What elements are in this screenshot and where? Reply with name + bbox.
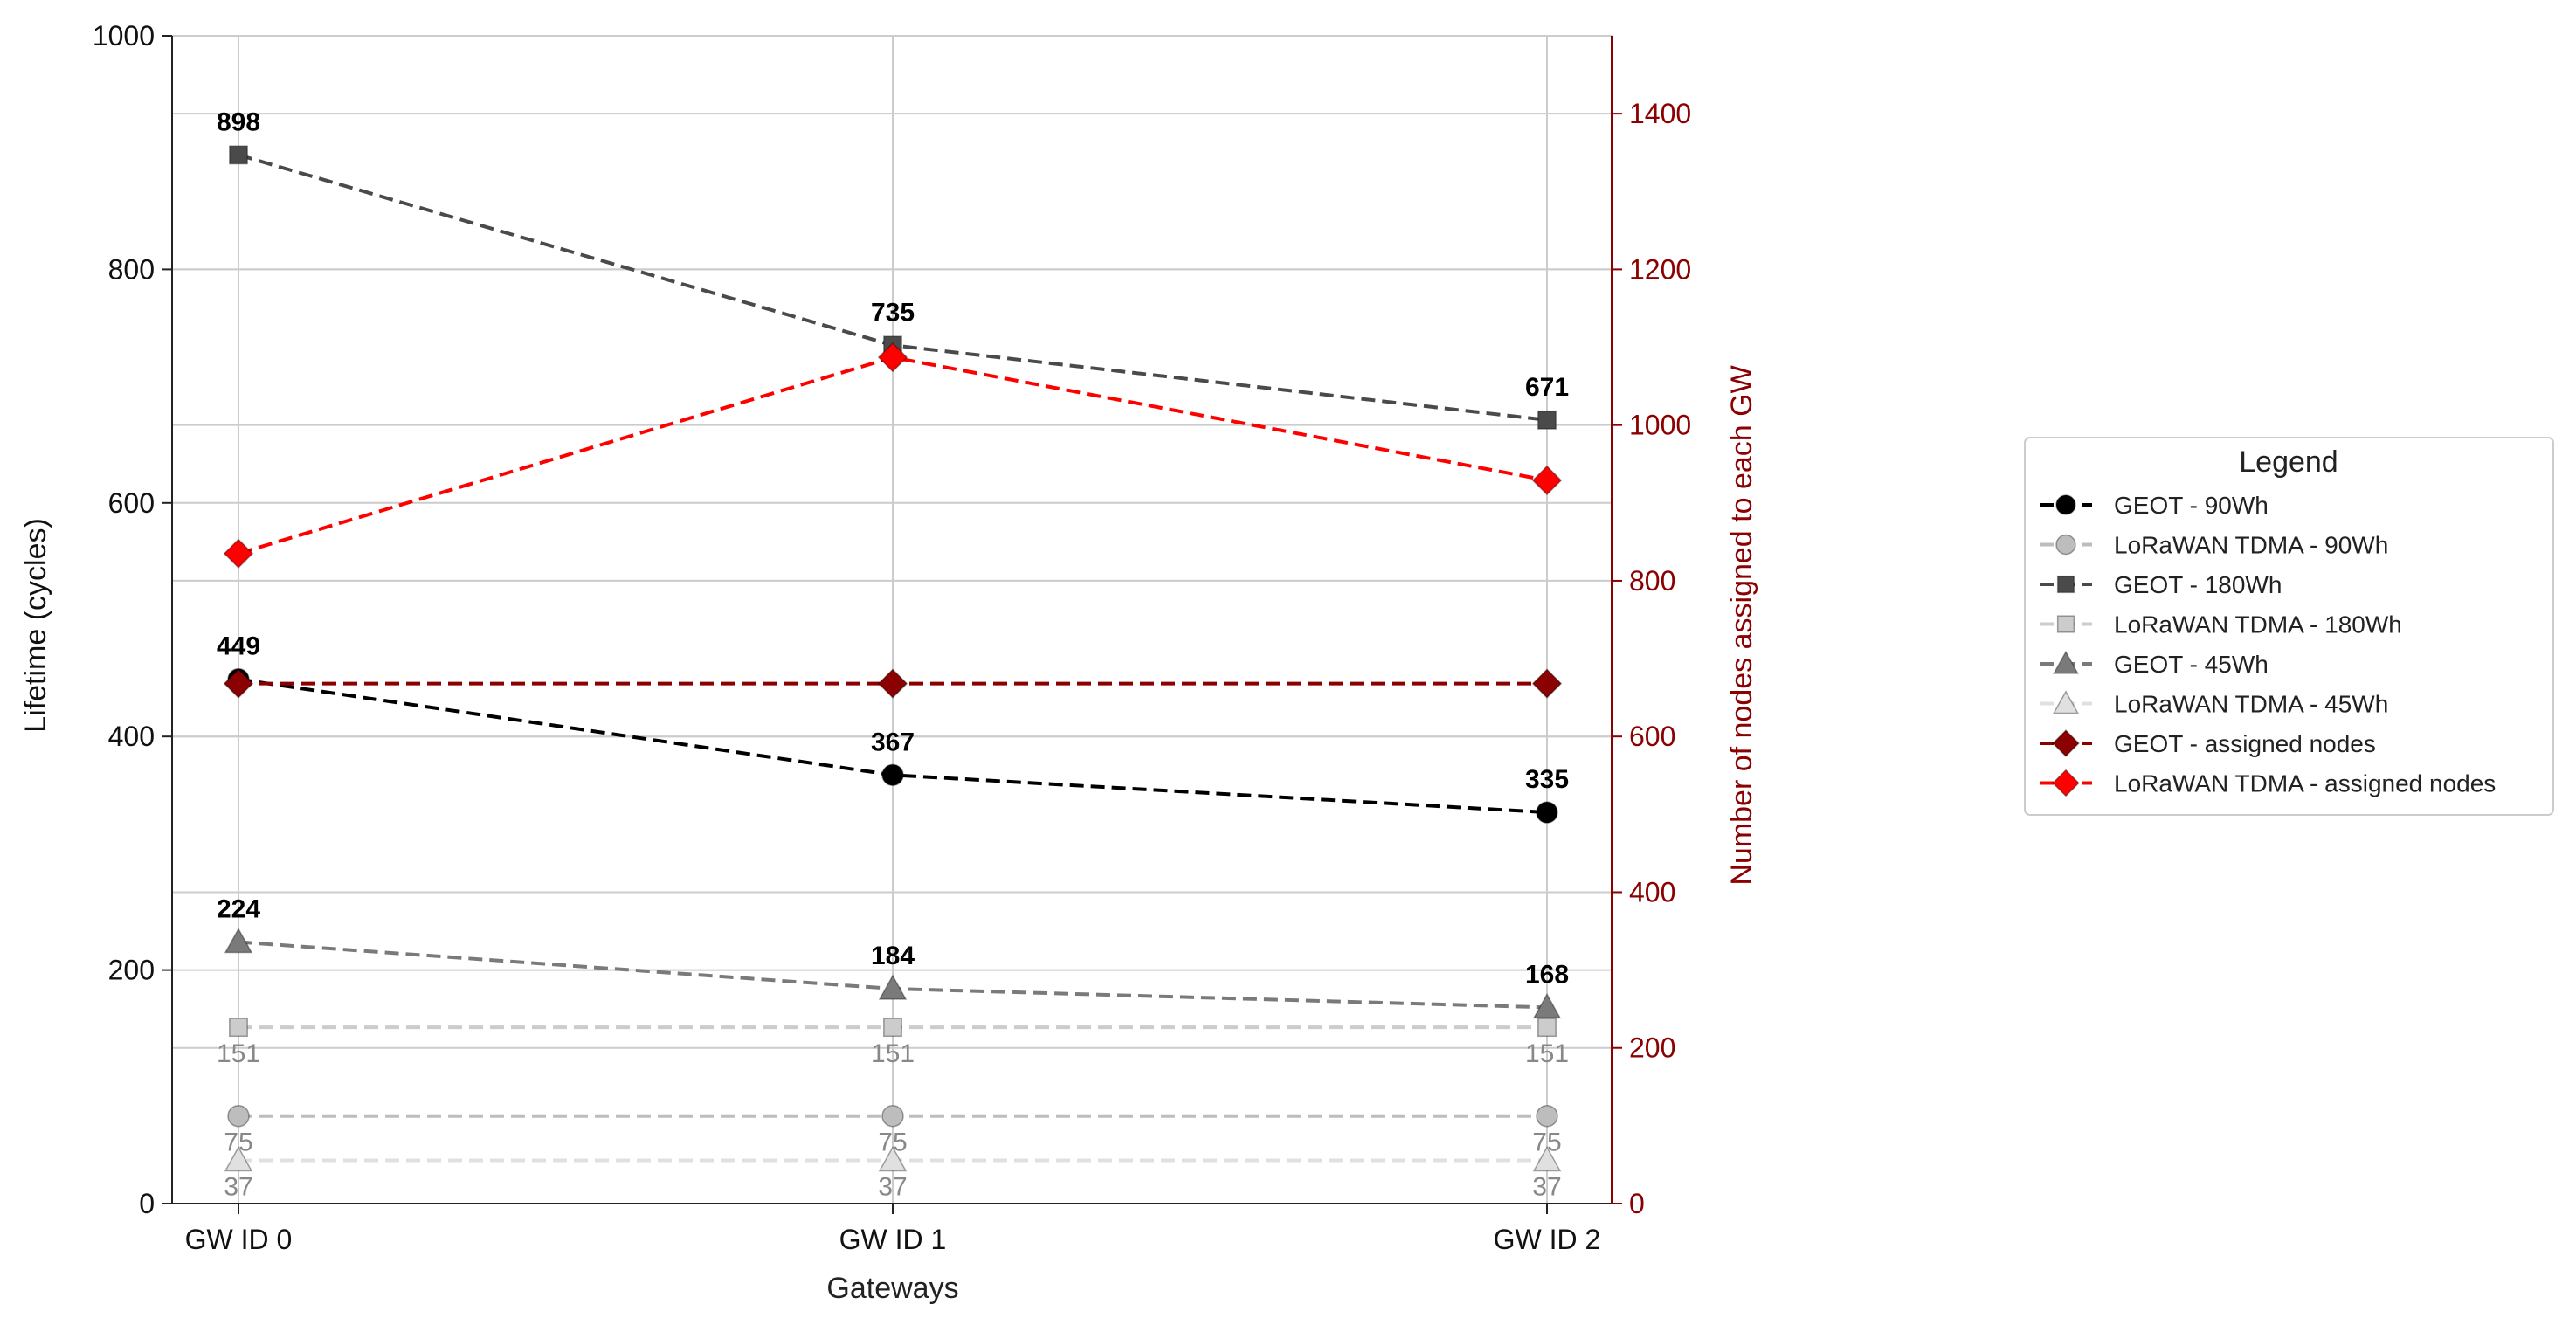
y2-tick-label: 1400: [1629, 98, 1691, 129]
data-label: 151: [217, 1039, 260, 1068]
data-label: 224: [217, 895, 260, 924]
legend-label: LoRaWAN TDMA - assigned nodes: [2114, 770, 2496, 797]
data-labels: 449 367 335 75 75 75 898 735 671 151 151 151 224 184 1…: [217, 107, 1569, 1201]
data-point: [229, 1018, 248, 1038]
data-point: [1537, 1018, 1557, 1038]
data-point: [881, 1104, 904, 1128]
legend-swatch-marker: [2056, 575, 2075, 594]
legend-frame: [2024, 437, 2554, 816]
data-point: [883, 1018, 902, 1038]
x-tick-label: GW ID 0: [185, 1224, 293, 1255]
data-label: 735: [871, 298, 915, 327]
data-point: [877, 668, 908, 699]
data-label: 37: [878, 1173, 907, 1202]
y2-tick-label: 600: [1629, 721, 1675, 752]
legend-label: GEOT - assigned nodes: [2114, 730, 2376, 757]
legend-item: LoRaWAN TDMA - 90Wh: [2040, 532, 2388, 559]
legend-swatch-marker: [2052, 690, 2080, 714]
legend-label: LoRaWAN TDMA - 45Wh: [2114, 691, 2388, 718]
y2-tick-label: 0: [1629, 1188, 1645, 1219]
y2-tick-label: 200: [1629, 1032, 1675, 1064]
data-label: 898: [217, 107, 260, 136]
series-7: [223, 342, 1563, 569]
y-tick-label: 400: [108, 721, 155, 752]
data-point: [877, 342, 908, 373]
data-label: 37: [224, 1173, 252, 1202]
y-tick-label: 800: [108, 253, 155, 285]
legend-swatch-marker: [2052, 650, 2080, 674]
data-point: [223, 668, 254, 699]
data-point: [1536, 1104, 1558, 1128]
legend-label: GEOT - 45Wh: [2114, 651, 2269, 678]
y-tick-label: 0: [139, 1188, 155, 1219]
data-point: [1537, 410, 1557, 430]
y2-tick-label: 1000: [1629, 410, 1691, 441]
legend-item: GEOT - 45Wh: [2040, 650, 2269, 678]
data-label: 184: [871, 942, 915, 970]
y-tick-label: 200: [108, 955, 155, 986]
y2-tick-label: 800: [1629, 565, 1675, 597]
legend-title: Legend: [2239, 445, 2338, 479]
grid: [172, 35, 1612, 1204]
data-point: [1532, 992, 1562, 1019]
y-tick-label: 600: [108, 487, 155, 519]
data-point: [223, 538, 254, 569]
data-label: 75: [878, 1128, 907, 1157]
series-layer: [223, 145, 1563, 1172]
series-1: [227, 1104, 1558, 1128]
data-label: 168: [1525, 960, 1569, 989]
data-point: [229, 145, 248, 165]
data-label: 37: [1532, 1173, 1561, 1202]
data-point: [878, 1145, 908, 1172]
data-point: [881, 763, 904, 787]
data-label: 671: [1525, 373, 1569, 402]
legend-label: GEOT - 180Wh: [2114, 571, 2282, 598]
data-label: 335: [1525, 765, 1569, 794]
data-label: 151: [1525, 1039, 1569, 1068]
y2-tick-label: 400: [1629, 876, 1675, 907]
data-point: [224, 1145, 253, 1172]
legend-label: LoRaWAN TDMA - 180Wh: [2114, 611, 2402, 638]
series-4: [224, 927, 1562, 1019]
data-point: [227, 1104, 250, 1128]
data-point: [878, 974, 908, 1000]
legend-swatch-marker: [2052, 729, 2080, 757]
data-label: 151: [871, 1039, 915, 1068]
data-point: [1531, 465, 1563, 496]
legend-swatch-marker: [2052, 769, 2080, 797]
axes: 0 200 400 600 800 1000 0 200 400 600 800 1000 1200 14…: [93, 20, 1691, 1255]
y2-tick-label: 1200: [1629, 253, 1691, 285]
data-point: [1531, 668, 1563, 699]
legend-label: LoRaWAN TDMA - 90Wh: [2114, 532, 2388, 559]
legend-item: GEOT - 90Wh: [2040, 492, 2269, 519]
legend-swatch-marker: [2055, 494, 2076, 515]
series-3: [229, 1018, 1557, 1038]
series-5: [224, 1145, 1562, 1172]
legend-item: LoRaWAN TDMA - 180Wh: [2040, 611, 2402, 638]
legend-item: LoRaWAN TDMA - assigned nodes: [2040, 769, 2496, 797]
data-label: 449: [217, 632, 260, 661]
y-axis-title: Lifetime (cycles): [19, 518, 52, 733]
legend-swatch-marker: [2056, 615, 2075, 633]
series-6: [223, 668, 1563, 699]
legend-item: GEOT - assigned nodes: [2040, 729, 2376, 757]
legend-label: GEOT - 90Wh: [2114, 492, 2269, 519]
data-label: 367: [871, 728, 915, 756]
data-point: [224, 927, 253, 954]
x-tick-label: GW ID 2: [1494, 1224, 1601, 1255]
x-axis-title: Gateways: [826, 1272, 958, 1305]
legend: Legend GEOT - 90Wh LoRaWAN TDMA - 90Wh GEO…: [2024, 437, 2554, 816]
data-point: [1532, 1145, 1562, 1172]
x-tick-label: GW ID 1: [839, 1224, 947, 1255]
legend-item: GEOT - 180Wh: [2040, 571, 2282, 598]
y2-axis-title: Number of nodes assigned to each GW: [1725, 365, 1758, 885]
data-label: 75: [1532, 1128, 1561, 1157]
data-point: [1536, 801, 1558, 824]
y-tick-label: 1000: [93, 20, 155, 52]
legend-item: LoRaWAN TDMA - 45Wh: [2040, 690, 2388, 718]
legend-swatch-marker: [2055, 534, 2076, 556]
data-label: 75: [224, 1128, 252, 1157]
